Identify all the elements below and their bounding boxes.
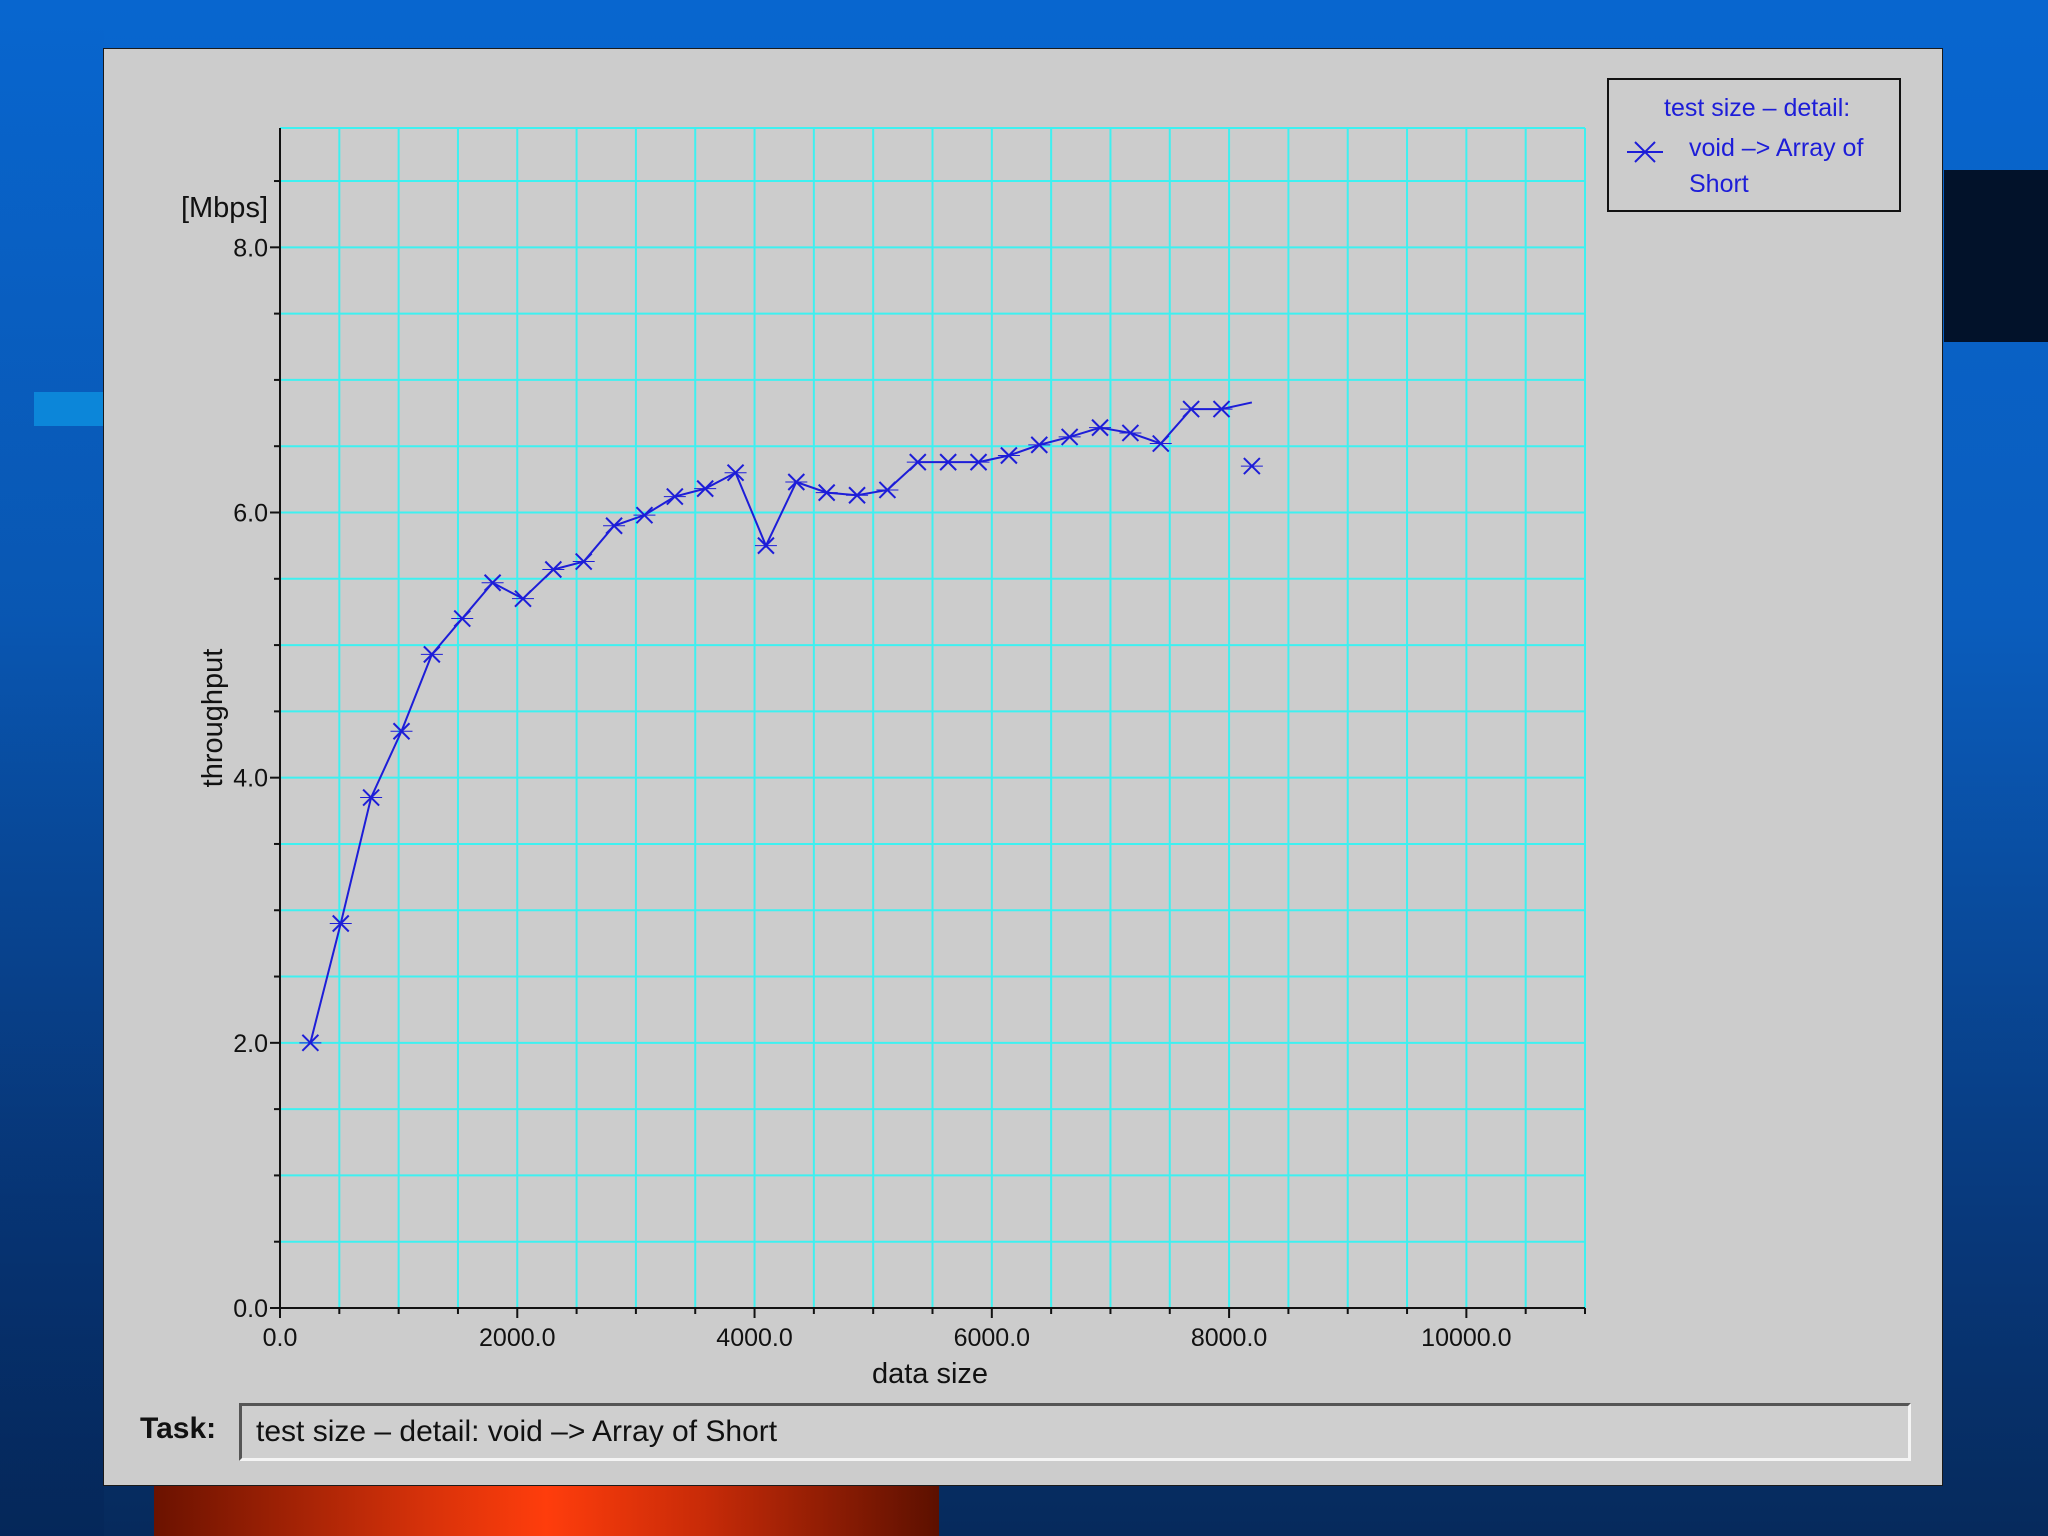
data-point-marker [846, 486, 869, 504]
data-point-marker [1119, 424, 1142, 442]
x-axis-label: data size [872, 1358, 988, 1390]
data-point-marker [754, 536, 777, 555]
data-point-marker [299, 1034, 322, 1052]
legend-series-label: void –> Array of Short [1689, 134, 1864, 198]
data-point-marker [876, 481, 899, 499]
data-point-marker [511, 589, 534, 608]
y-tick-label: 2.0 [233, 1030, 268, 1058]
y-tick-label: 6.0 [233, 499, 268, 527]
x-tick-label: 8000.0 [1191, 1324, 1267, 1352]
background-accent-tab [34, 392, 104, 426]
chart-panel [103, 48, 1943, 1486]
data-point-marker [329, 914, 352, 933]
task-field[interactable]: test size – detail: void –> Array of Sho… [239, 1403, 1911, 1461]
data-point-marker [1058, 428, 1081, 446]
data-point-marker [542, 560, 565, 579]
series-void-array-of-short [299, 400, 1263, 1052]
data-point-marker [1149, 434, 1172, 453]
x-tick-label: 0.0 [263, 1324, 298, 1352]
background-dark-block [1944, 170, 2048, 342]
data-point-marker [937, 453, 960, 471]
data-point-marker [633, 506, 656, 524]
data-point-marker [481, 574, 504, 592]
y-tick-label: 4.0 [233, 765, 268, 793]
legend-title: test size – detail: [1664, 94, 1851, 122]
data-point-marker [451, 609, 474, 628]
data-point-marker [603, 517, 626, 535]
data-point-marker [1240, 457, 1263, 475]
data-point-marker [785, 473, 808, 491]
data-point-marker [967, 453, 990, 471]
data-point-marker [1028, 436, 1051, 454]
y-tick-label: 0.0 [233, 1295, 268, 1323]
data-point-marker [390, 722, 413, 740]
x-tick-label: 6000.0 [954, 1324, 1030, 1352]
data-point-marker [997, 446, 1020, 465]
y-tick-label: 8.0 [233, 234, 268, 262]
y-axis-unit: [Mbps] [181, 192, 268, 224]
grid-lines [279, 127, 1586, 1309]
data-point-marker [1089, 418, 1112, 437]
background-orange-bar [154, 1486, 939, 1536]
y-axis-label: throughput [197, 649, 229, 788]
chart-axes: 0.0 2000.0 4000.0 6000.0 8000.0 10000.0 0.0 2.0… [233, 128, 1586, 1352]
data-point-marker [724, 464, 747, 482]
x-marker-icon [1627, 141, 1663, 163]
x-tick-label: 4000.0 [716, 1324, 792, 1352]
data-point-marker [1180, 400, 1203, 418]
data-point-marker [572, 552, 595, 571]
data-point-marker [663, 487, 686, 506]
task-label: Task: [140, 1412, 217, 1445]
data-point-marker [360, 788, 383, 807]
data-point-marker [1210, 400, 1233, 418]
background-left-strip [0, 0, 104, 1536]
data-point-marker [815, 483, 838, 502]
x-tick-label: 2000.0 [479, 1324, 555, 1352]
chart-legend: test size – detail: void –> Array of Sho… [1607, 78, 1901, 212]
data-point-marker [694, 479, 717, 498]
x-tick-label: 10000.0 [1421, 1324, 1511, 1352]
data-point-marker [420, 645, 443, 664]
data-point-marker [906, 453, 929, 471]
